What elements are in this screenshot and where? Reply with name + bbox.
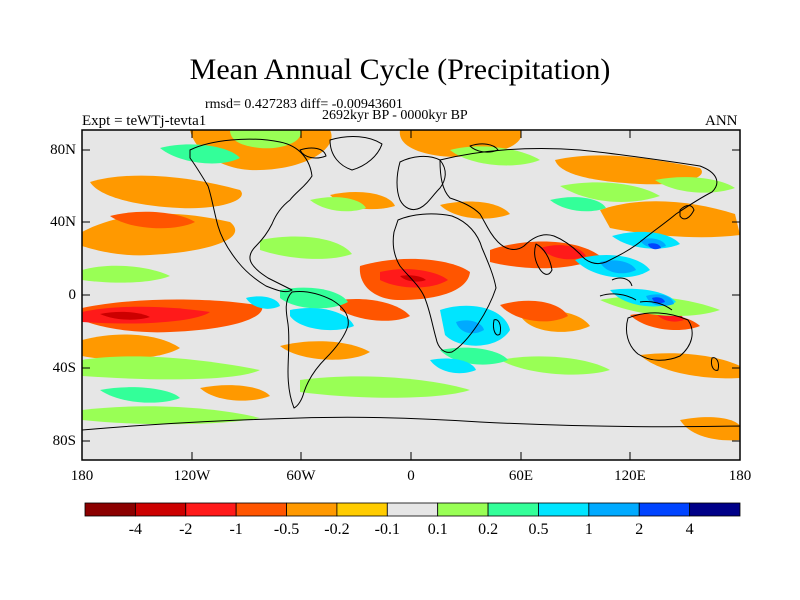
lon-tick-label: 60W xyxy=(286,468,316,484)
period-label: 2692kyr BP - 0000kyr BP xyxy=(322,108,468,123)
lon-tick-label: 60E xyxy=(508,468,534,484)
lat-tick-label: 40N xyxy=(50,214,76,230)
colorbar-box xyxy=(487,502,539,517)
lat-tick-label: 0 xyxy=(68,287,77,303)
negative-anomaly-light xyxy=(82,130,740,441)
arctic-islands-coastline xyxy=(299,143,499,159)
europe-coastline xyxy=(396,155,446,211)
colorbar-box xyxy=(235,502,287,517)
colorbar-box xyxy=(84,502,136,517)
colorbar-box xyxy=(638,502,691,517)
colorbar-label: 0.1 xyxy=(427,521,448,538)
colorbar-box xyxy=(588,502,640,517)
colorbar-label: -0.2 xyxy=(324,521,350,538)
greenland-coastline xyxy=(329,136,383,171)
africa-coastline xyxy=(392,213,497,353)
colorbar-label: 2 xyxy=(635,521,644,538)
asia-coastline xyxy=(439,147,718,265)
colorbar-label: 1 xyxy=(584,521,593,538)
colorbar xyxy=(84,502,741,517)
experiment-label: Expt = teWTj-tevta1 xyxy=(82,113,207,129)
colorbar-label: 4 xyxy=(685,521,694,538)
axis-ticks xyxy=(81,130,741,460)
madagascar-coastline xyxy=(493,319,501,336)
colorbar-label: -0.1 xyxy=(374,521,400,538)
lon-tick-label: 120E xyxy=(614,468,646,484)
colorbar-label: -4 xyxy=(128,521,143,538)
north-america-coastline xyxy=(189,138,313,293)
lat-tick-label: 40S xyxy=(52,360,76,376)
japan-coastline xyxy=(679,205,695,220)
positive-anomaly-light xyxy=(82,130,735,425)
colorbar-label: -1 xyxy=(229,521,243,538)
colorbar-box xyxy=(538,502,590,517)
antarctica-coastline xyxy=(82,416,740,460)
colorbar-label: 0.5 xyxy=(528,521,549,538)
precipitation-field xyxy=(82,130,740,460)
lon-tick-label: 180 xyxy=(70,468,94,484)
colorbar-label: -0.5 xyxy=(273,521,300,538)
stats-line: rmsd= 0.427283 diff= -0.00943601 xyxy=(205,97,403,112)
lat-tick-label: 80S xyxy=(52,433,76,449)
season-label: ANN xyxy=(705,113,738,129)
lon-tick-label: 120W xyxy=(173,468,211,484)
indonesia-coastline xyxy=(599,277,673,311)
colorbar-box xyxy=(386,502,439,517)
positive-anomaly-extreme xyxy=(648,243,665,304)
colorbar-label: -2 xyxy=(179,521,193,538)
chart-title: Mean Annual Cycle (Precipitation) xyxy=(189,53,611,86)
india-coastline xyxy=(534,243,553,275)
positive-anomaly-medium xyxy=(100,144,606,403)
australia-coastline xyxy=(625,312,693,361)
colorbar-box xyxy=(336,502,388,517)
lon-tick-label: 180 xyxy=(728,468,752,484)
new-zealand-coastline xyxy=(711,357,719,371)
coastlines xyxy=(82,136,740,460)
colorbar-box xyxy=(286,502,338,517)
colorbar-box xyxy=(185,502,237,517)
negative-anomaly-very-strong xyxy=(100,275,426,320)
colorbar-box xyxy=(689,502,741,517)
colorbar-box xyxy=(134,502,187,517)
colorbar-box xyxy=(437,502,489,517)
south-america-coastline xyxy=(285,291,349,409)
lon-tick-label: 0 xyxy=(407,468,415,484)
colorbar-label: 0.2 xyxy=(478,521,499,538)
lat-tick-label: 80N xyxy=(50,142,76,158)
